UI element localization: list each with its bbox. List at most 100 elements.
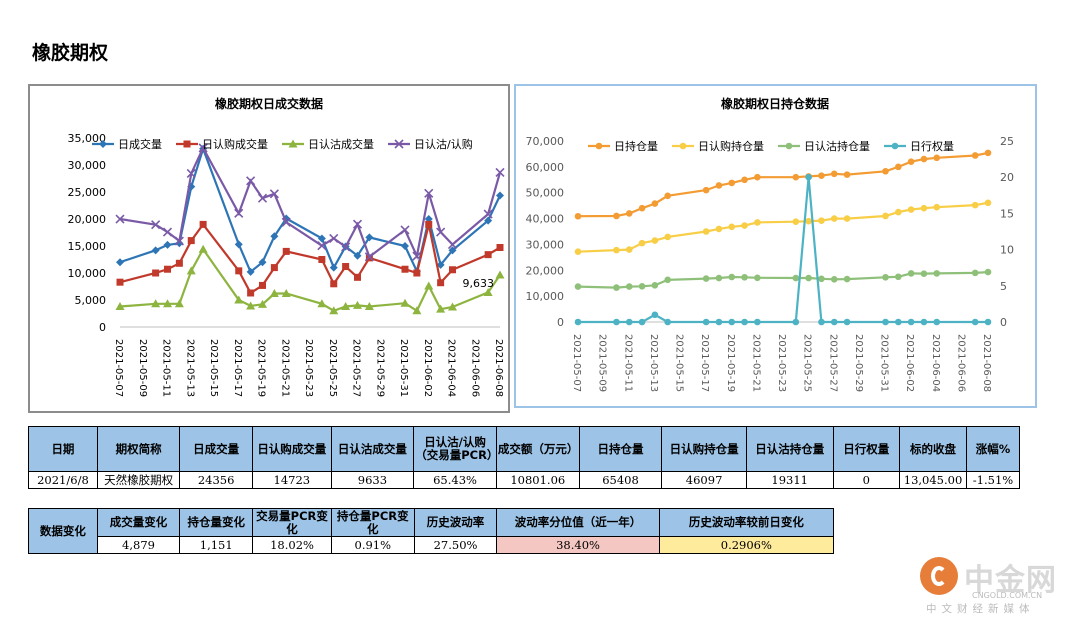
y-right-tick-label: 20 — [1000, 171, 1014, 184]
x-tick-label: 2021-05-11 — [622, 334, 633, 392]
legend-label: 日认沽成交量 — [308, 137, 374, 151]
data-point — [364, 252, 374, 262]
data-point — [400, 298, 410, 307]
data-point — [187, 237, 195, 245]
data-point — [341, 301, 351, 310]
data-point — [257, 193, 268, 203]
data-point — [818, 275, 825, 283]
data-point — [984, 268, 992, 276]
data-point — [574, 212, 582, 220]
x-tick-label: 2021-05-15 — [674, 334, 685, 392]
data-point — [933, 154, 941, 162]
legend-marker — [679, 142, 687, 150]
x-tick-label: 2021-05-25 — [802, 334, 813, 392]
data-point — [270, 264, 278, 272]
legend-item: 日认购成交量 — [176, 137, 268, 151]
data-point — [741, 318, 748, 326]
data-point — [715, 274, 723, 282]
data-point — [329, 263, 338, 272]
cngold-logo: 中金网 CNGOLD.COM.CN 中文财经新媒体 — [920, 555, 1070, 615]
x-tick-label: 2021-05-13 — [184, 339, 195, 397]
info-header-cell: 日认沽成交量 — [330, 426, 415, 472]
data-point — [728, 223, 736, 231]
legend-label: 日认购持仓量 — [698, 139, 764, 153]
data-point — [843, 215, 851, 222]
data-point — [728, 179, 736, 187]
data-point — [805, 217, 812, 225]
data-point — [330, 280, 338, 288]
data-point — [638, 204, 646, 212]
info-value-cell: 65.43% — [413, 471, 497, 489]
data-point — [792, 318, 800, 326]
data-label: 9,633 — [463, 277, 495, 290]
info-header-cell: 日认沽持仓量 — [745, 426, 834, 472]
data-point — [843, 171, 851, 178]
y-left-tick-label: 40,000 — [526, 213, 565, 226]
data-point — [270, 232, 279, 241]
legend-item: 日成交量 — [92, 137, 162, 151]
data-point — [664, 233, 671, 241]
info-header-cell: 日认购持仓量 — [661, 426, 747, 472]
data-point — [702, 275, 710, 282]
data-point — [574, 248, 582, 255]
y-right-tick-label: 0 — [1000, 316, 1007, 329]
data-point — [907, 270, 915, 277]
logo-name: 中金网 — [964, 563, 1057, 598]
change-table-value-row: 4,879 1,151 18.02% 0.91% 27.50% 38.40% 0… — [29, 536, 835, 554]
data-point — [329, 306, 339, 315]
data-point — [449, 266, 456, 274]
data-point — [186, 168, 196, 179]
change-value-cell: 1,151 — [179, 536, 254, 554]
legend-marker — [99, 140, 107, 148]
data-point — [702, 228, 710, 235]
legend-item: 日认沽成交量 — [282, 137, 374, 151]
data-point — [496, 191, 504, 200]
data-point — [895, 208, 902, 216]
data-point — [920, 204, 928, 212]
data-point — [830, 170, 838, 178]
series-group — [574, 199, 992, 255]
legend-label: 日行权量 — [910, 140, 954, 153]
data-point — [353, 300, 362, 309]
x-tick-label: 2021-05-07 — [571, 334, 582, 392]
data-point — [895, 163, 902, 171]
data-point — [882, 318, 889, 326]
y-left-tick-label: 0 — [99, 321, 106, 334]
y-right-tick-label: 15 — [1000, 207, 1014, 220]
legend-label: 日认沽/认购 — [414, 137, 473, 151]
data-point — [448, 246, 457, 255]
legend-marker — [394, 139, 404, 149]
y-left-tick-label: 0 — [557, 316, 564, 329]
chart-trading-volume: 橡胶期权日成交数据 0 5,000 10,000 15,000 20,000 25,000 3… — [28, 84, 510, 413]
y-left-tick-label: 60,000 — [526, 161, 565, 174]
data-point — [436, 227, 446, 237]
y-left-tick-label: 20,000 — [68, 213, 107, 226]
data-point — [882, 273, 889, 281]
data-point — [174, 299, 184, 308]
data-point — [920, 270, 928, 277]
data-point — [151, 299, 161, 308]
data-point — [424, 188, 434, 198]
data-point — [162, 227, 173, 237]
data-point — [613, 318, 620, 326]
x-tick-label: 2021-06-02 — [422, 339, 433, 397]
data-point — [664, 192, 671, 200]
info-value-cell: 9633 — [330, 471, 415, 489]
series-group — [574, 173, 992, 326]
change-table-header-row: 数据变化 成交量变化 持仓量变化 交易量PCR变化 持仓量PCR变化 历史波动率… — [28, 508, 835, 554]
data-point — [882, 212, 889, 220]
legend-label: 日成交量 — [118, 137, 162, 151]
data-point — [484, 216, 493, 225]
data-point — [234, 208, 244, 218]
x-tick-label: 2021-05-11 — [161, 339, 172, 397]
series-group — [574, 149, 992, 220]
data-point — [818, 217, 825, 224]
data-point — [412, 306, 422, 315]
legend-marker — [288, 139, 298, 148]
data-point — [818, 318, 825, 326]
data-point — [728, 273, 736, 281]
data-point — [400, 225, 410, 235]
data-point — [895, 318, 902, 326]
y-left-tick-label: 20,000 — [526, 264, 565, 277]
y-left-tick-label: 10,000 — [526, 290, 565, 303]
